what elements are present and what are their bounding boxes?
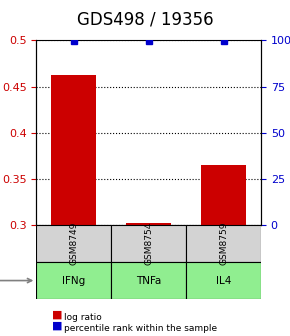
FancyBboxPatch shape [186,225,261,262]
Text: IL4: IL4 [216,276,231,286]
Text: log ratio: log ratio [64,313,102,322]
Text: ■: ■ [52,309,63,320]
Text: GSM8759: GSM8759 [219,222,228,265]
FancyBboxPatch shape [36,225,111,262]
Text: percentile rank within the sample: percentile rank within the sample [64,324,217,333]
FancyBboxPatch shape [36,262,111,299]
FancyBboxPatch shape [111,262,186,299]
Text: TNFa: TNFa [136,276,161,286]
Text: ■: ■ [52,321,63,331]
Bar [126,223,171,225]
Text: GSM8754: GSM8754 [144,222,153,265]
Text: GDS498 / 19356: GDS498 / 19356 [77,10,213,28]
Text: GSM8749: GSM8749 [69,222,78,265]
Bar [51,75,96,225]
Bar [201,165,246,225]
Text: agent: agent [0,276,32,286]
FancyBboxPatch shape [111,225,186,262]
Text: IFNg: IFNg [62,276,85,286]
FancyBboxPatch shape [186,262,261,299]
